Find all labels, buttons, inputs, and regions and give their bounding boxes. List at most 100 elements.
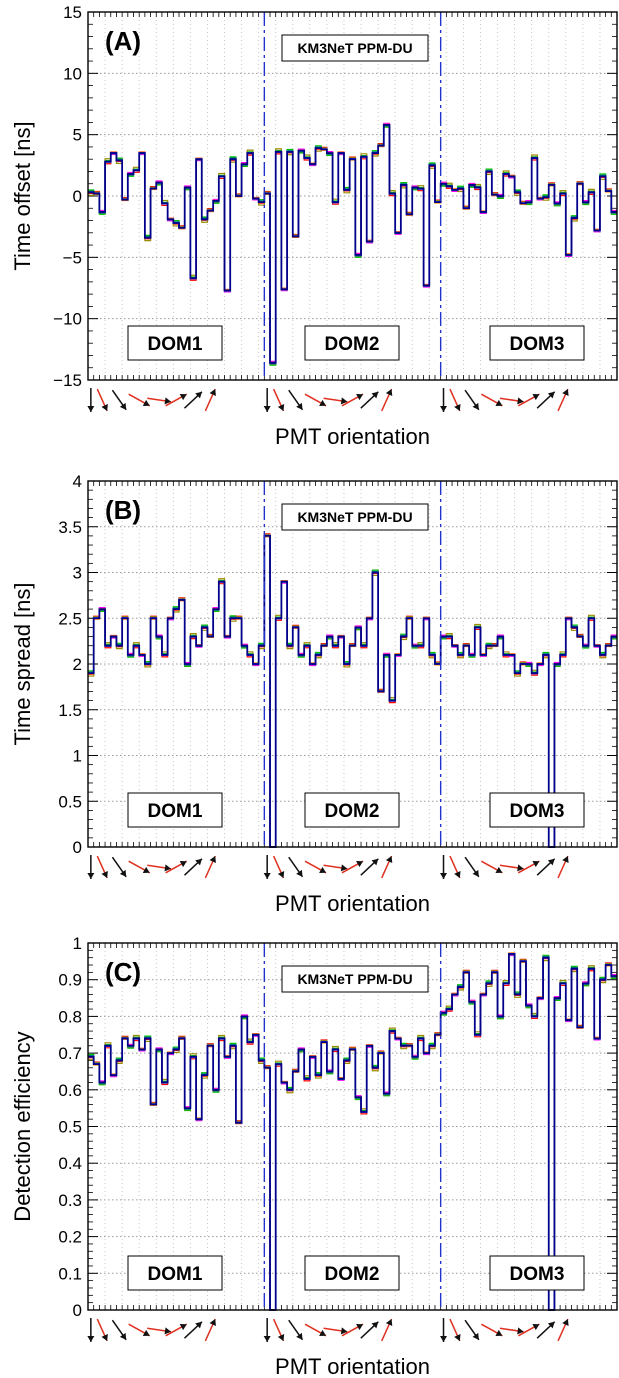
orientation-arrow-head	[356, 861, 364, 868]
orientation-arrow-head	[517, 864, 524, 872]
orientation-arrow-head	[385, 856, 393, 863]
orientation-arrow-head	[371, 858, 379, 866]
orientation-arrow-head	[87, 406, 95, 412]
panel-label: (C)	[105, 957, 141, 987]
ytick-label: 0.1	[58, 1264, 82, 1283]
plot-frame	[87, 942, 618, 1311]
orientation-arrow-head	[101, 1334, 108, 1341]
orientation-arrow-head	[164, 1327, 171, 1335]
orientation-arrow-head	[195, 391, 202, 399]
orientation-arrow-head	[319, 866, 327, 873]
panel-label: (B)	[105, 495, 141, 525]
dom-label-box-3	[489, 1255, 585, 1291]
orientation-arrow-head	[119, 869, 127, 877]
orientation-arrow-head	[562, 856, 569, 863]
ytick-label: 4	[73, 472, 82, 491]
orientation-arrow-head	[356, 394, 364, 401]
orientation-arrow-head	[263, 873, 271, 879]
orientation-arrow-head	[371, 1321, 379, 1329]
orientation-arrow-head	[142, 399, 150, 406]
orientation-arrow-head	[277, 871, 285, 878]
detector-label-box	[281, 503, 429, 531]
orientation-arrow-head	[101, 871, 108, 878]
orientation-arrow-head	[87, 873, 95, 879]
orientation-arrow-head	[164, 397, 171, 405]
orientation-arrow-head	[87, 1336, 95, 1342]
orientation-arrow-head	[517, 397, 524, 405]
orientation-arrow-head	[179, 861, 187, 868]
orientation-arrow-head	[547, 1321, 555, 1329]
orientation-arrow-head	[119, 1332, 127, 1340]
orientation-arrow-head	[495, 399, 503, 406]
panel-label: (A)	[105, 26, 141, 56]
ytick-label: 2	[73, 655, 82, 674]
y-axis-label: Time offset [ns]	[10, 121, 35, 270]
orientation-arrow-head	[142, 866, 150, 873]
orientation-arrow-head	[454, 871, 461, 878]
series-line-8	[88, 535, 617, 848]
orientation-arrow-head	[142, 1329, 150, 1336]
dom-label-box-1	[127, 325, 223, 361]
dom-label-1: DOM1	[148, 801, 203, 822]
ytick-label: 5	[73, 126, 82, 145]
pmt-orientation-arrows	[87, 1318, 569, 1342]
orientation-arrow-head	[454, 404, 461, 411]
ytick-label: 1	[73, 747, 82, 766]
orientation-arrow-head	[209, 856, 216, 863]
plot-frame	[87, 11, 618, 381]
dom-label-3: DOM3	[510, 1264, 565, 1285]
orientation-arrow-head	[164, 864, 171, 872]
orientation-arrow-head	[356, 1324, 364, 1331]
y-axis-label: Time spread [ns]	[10, 582, 35, 745]
pmt-orientation-arrows	[87, 855, 569, 879]
orientation-arrow-head	[547, 391, 555, 399]
orientation-arrow-head	[209, 389, 216, 396]
orientation-arrow-head	[340, 1327, 348, 1335]
orientation-arrow-head	[472, 1332, 479, 1340]
detector-label-box	[281, 34, 429, 62]
dom-label-box-1	[127, 792, 223, 828]
ytick-label: 0	[73, 838, 82, 857]
orientation-arrow-head	[195, 858, 202, 866]
dom-label-2: DOM2	[325, 334, 380, 355]
orientation-arrow-head	[532, 861, 540, 868]
dom-label-box-3	[489, 792, 585, 828]
orientation-arrow-head	[472, 869, 479, 877]
dom-label-2: DOM2	[325, 801, 380, 822]
ytick-label: 0.5	[58, 1118, 82, 1137]
detector-label: KM3NeT PPM-DU	[297, 509, 412, 525]
orientation-arrow-head	[385, 389, 393, 396]
dom-label-box-2	[304, 792, 400, 828]
ytick-label: 15	[63, 3, 82, 22]
y-axis-label: Detection efficiency	[10, 1031, 35, 1221]
orientation-arrow-head	[296, 1332, 303, 1340]
orientation-arrow-head	[179, 1324, 187, 1331]
x-axis-label: PMT orientation	[275, 891, 430, 916]
dom-label-box-1	[127, 1255, 223, 1291]
dom-label-3: DOM3	[510, 801, 565, 822]
dom-label-box-3	[489, 325, 585, 361]
orientation-arrow-head	[562, 389, 569, 396]
ytick-label: 1.5	[58, 701, 82, 720]
orientation-arrow-head	[371, 391, 379, 399]
orientation-arrow-head	[263, 1336, 271, 1342]
ytick-label: 0.7	[58, 1044, 82, 1063]
chart-panel-a: 15 10 5 0 −5 −10 −15 (A) KM3NeT PPM-DU DOM1 DOM2 DO…	[10, 3, 618, 449]
orientation-arrow-head	[532, 394, 540, 401]
ytick-label: −10	[53, 310, 82, 329]
chart-panel-c: 1 0.9 0.8 0.7 0.6 0.5 0.4 0.3 0.2 0.1 0 (C) KM3NeT P…	[10, 934, 618, 1378]
orientation-arrow-head	[101, 404, 108, 411]
orientation-arrow-head	[263, 406, 271, 412]
ytick-label: −5	[63, 248, 82, 267]
orientation-arrow-head	[319, 1329, 327, 1336]
orientation-arrow-head	[562, 1319, 569, 1326]
ytick-label: −15	[53, 371, 82, 390]
ytick-label: 0.9	[58, 971, 82, 990]
series-line-8	[88, 953, 617, 1311]
detector-label-box	[281, 965, 429, 993]
ytick-label: 0	[73, 187, 82, 206]
orientation-arrow-head	[440, 1336, 448, 1342]
ytick-label: 10	[63, 64, 82, 83]
orientation-arrow-head	[472, 402, 479, 410]
orientation-arrow-head	[495, 866, 503, 873]
